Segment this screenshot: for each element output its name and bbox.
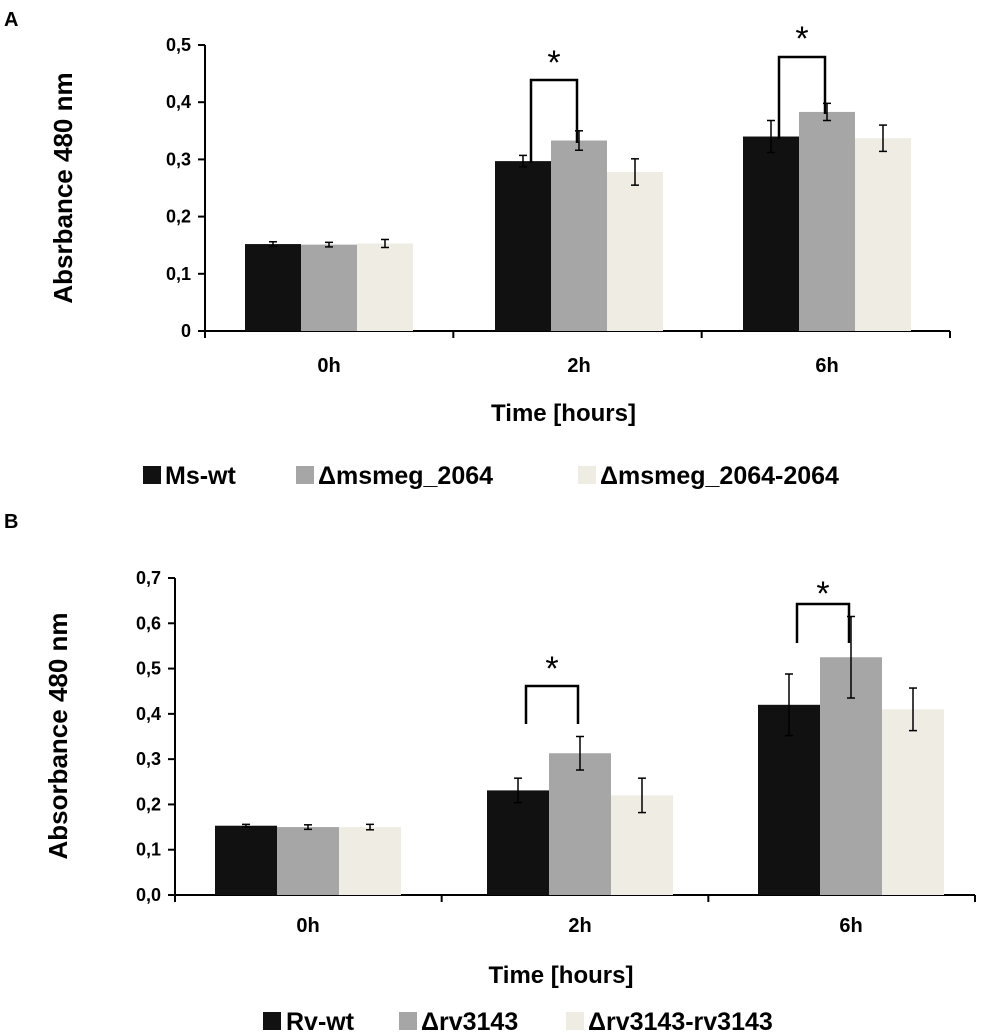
- panel-b-bar-0h-0: [215, 825, 277, 895]
- panel-a-significance-star-2h: *: [547, 44, 560, 82]
- panel-b-bar-0h-2: [339, 827, 401, 895]
- panel-b-y-tick-label: 0,4: [136, 704, 161, 724]
- panel-a-bar-0h-0: [245, 244, 301, 331]
- panel-a-letter: A: [4, 9, 18, 31]
- panel-b-legend-label-0: Rv-wt: [286, 1008, 355, 1035]
- panel-b-bar-0h-1: [277, 827, 339, 895]
- panel-a-legend-label-0: Ms-wt: [165, 462, 237, 490]
- panel-b-legend-label-2: Δrv3143-rv3143: [588, 1008, 773, 1035]
- panel-b-chart: 0,0 0,1 0,2 0,3 0,4 0,5 0,6 0,7 0h 2h 6h * * Absorban…: [43, 568, 976, 1035]
- panel-b-y-tick-label: 0,3: [136, 749, 161, 769]
- panel-a-y-tick-label: 0,2: [166, 207, 191, 227]
- panel-b-y-tick-label: 0,6: [136, 613, 161, 633]
- panel-a-y-tick-label: 0,1: [166, 264, 191, 284]
- panel-a-category-label-2h: 2h: [567, 355, 590, 377]
- panel-b-letter: B: [4, 511, 18, 533]
- panel-b-legend-swatch-0: [263, 1012, 281, 1030]
- panel-a-bar-2h-2: [607, 171, 663, 331]
- panel-a-category-label-0h: 0h: [317, 355, 340, 377]
- panel-a-significance-bracket-2h: [529, 78, 579, 163]
- panel-b-bar-6h-2: [882, 709, 944, 895]
- panel-b-significance-bracket-2h: [524, 684, 580, 724]
- panel-a-bar-0h-1: [301, 244, 357, 331]
- panel-b-y-axis-title: Absorbance 480 nm: [43, 612, 73, 859]
- panel-b-legend-swatch-2: [566, 1012, 584, 1030]
- panel-b-significance-star-6h: *: [816, 575, 829, 613]
- panel-a-bar-6h-2: [855, 138, 911, 331]
- panel-a-bar-2h-1: [551, 140, 607, 331]
- panel-b-bar-2h-1: [549, 753, 611, 895]
- panel-a-y-tick-label: 0: [181, 321, 191, 341]
- panel-a-bar-2h-0: [495, 161, 551, 331]
- panel-b-y-tick-label: 0,2: [136, 794, 161, 814]
- panel-a-legend-swatch-1: [296, 466, 314, 484]
- panel-a-y-tick-label: 0,4: [166, 92, 191, 112]
- panel-b-significance-bracket-6h: [795, 602, 851, 643]
- panel-b-category-label-0h: 0h: [296, 915, 319, 937]
- panel-a-y-tick-label: 0,5: [166, 35, 191, 55]
- panel-b-x-axis-title: Time [hours]: [489, 962, 634, 989]
- panel-b-legend-label-1: Δrv3143: [421, 1008, 518, 1035]
- panel-a-bar-6h-0: [743, 136, 799, 331]
- panel-a-legend-swatch-0: [143, 466, 161, 484]
- panel-b-bar-6h-0: [758, 704, 820, 895]
- panel-a-x-axis-title: Time [hours]: [491, 400, 636, 427]
- panel-b-legend-swatch-1: [399, 1012, 417, 1030]
- panel-a-category-label-6h: 6h: [815, 355, 838, 377]
- panel-a-significance-star-6h: *: [795, 20, 808, 58]
- panel-a-significance-bracket-6h: [777, 55, 827, 139]
- panel-b-significance-star-2h: *: [545, 650, 558, 688]
- panel-b-category-label-6h: 6h: [839, 915, 862, 937]
- panel-a-bar-6h-1: [799, 111, 855, 331]
- panel-b-y-tick-label: 0,1: [136, 840, 161, 860]
- panel-a-legend-swatch-2: [578, 466, 596, 484]
- panel-b-y-tick-label: 0,7: [136, 568, 161, 588]
- panel-a-chart: 0 0,1 0,2 0,3 0,4 0,5 0h 2h 6h * * Absrbance 480 nm…: [48, 20, 951, 490]
- panel-b-category-label-2h: 2h: [568, 915, 591, 937]
- panel-a-y-axis-title: Absrbance 480 nm: [48, 72, 78, 303]
- panel-a-legend-label-2: Δmsmeg_2064-2064: [600, 462, 839, 490]
- panel-b-y-tick-label: 0,0: [136, 885, 161, 905]
- panel-b-y-tick-label: 0,5: [136, 659, 161, 679]
- panel-a-legend-label-1: Δmsmeg_2064: [318, 462, 493, 490]
- panel-a-y-tick-label: 0,3: [166, 149, 191, 169]
- panel-a-bar-0h-2: [357, 243, 413, 331]
- panel-b-bar-2h-0: [487, 790, 549, 895]
